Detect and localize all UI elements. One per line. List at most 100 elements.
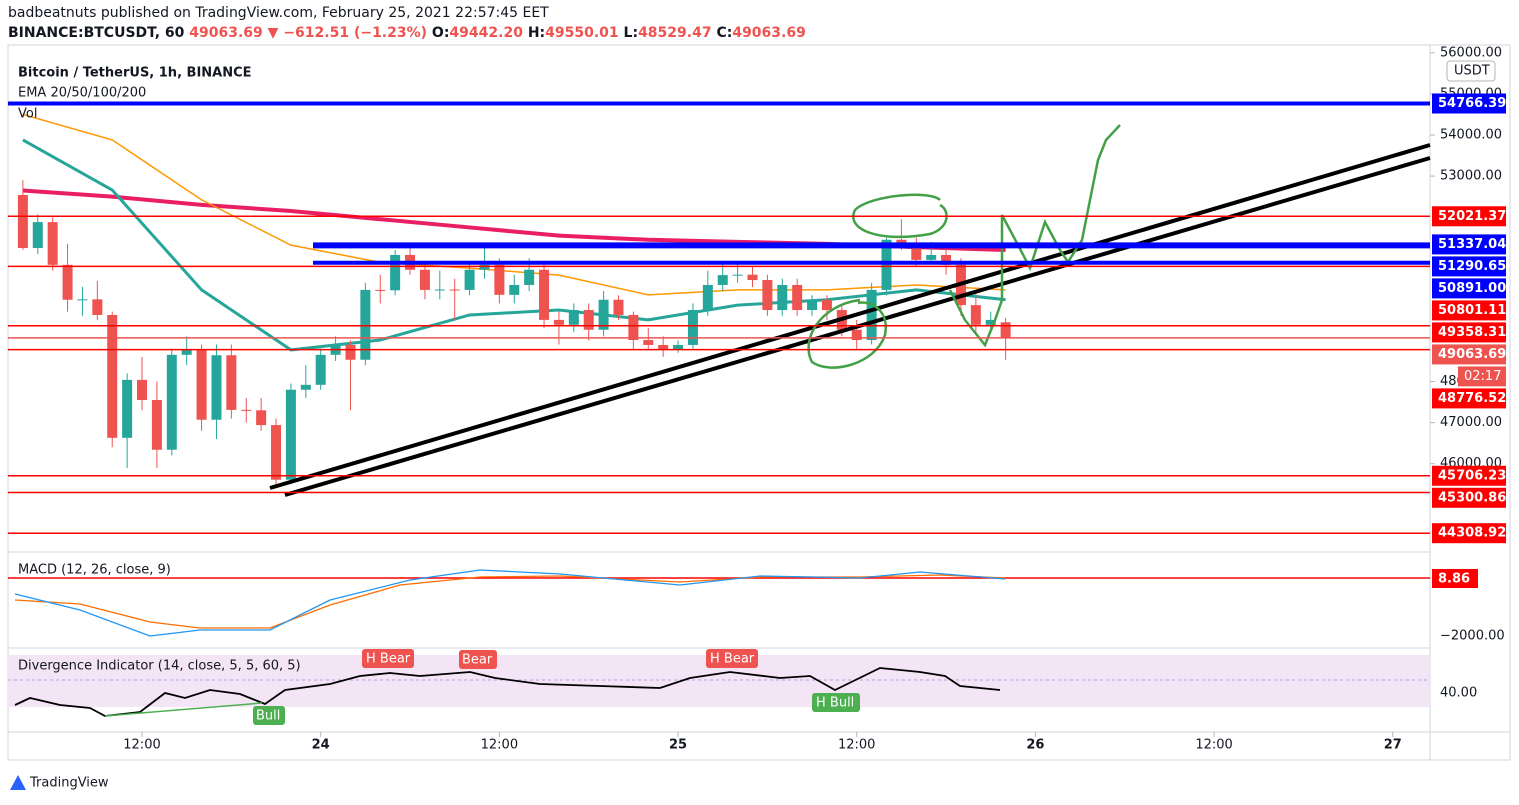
macd-value-bg (1432, 569, 1478, 588)
price-label: 45706.23 (1438, 468, 1506, 483)
candle-body (509, 284, 520, 295)
candle-body (137, 379, 148, 401)
price-label: 51337.04 (1438, 237, 1506, 252)
candle-body (970, 305, 981, 325)
candle-body (211, 355, 222, 420)
price-label-bg (1432, 93, 1506, 114)
x-tick-label: 26 (1026, 738, 1044, 753)
x-tick-label: 24 (312, 738, 330, 753)
price-label: 45300.86 (1438, 490, 1506, 505)
price-label-bg (1432, 388, 1506, 409)
price-label: 50891.00 (1438, 281, 1506, 296)
candle-body (17, 194, 28, 248)
x-tick-label: 12:00 (481, 738, 518, 753)
price-label-bg (1432, 465, 1506, 486)
candle-body (360, 289, 371, 360)
candle-body (583, 310, 594, 330)
candle-body (687, 310, 698, 345)
candle-body (777, 284, 788, 311)
div-legend: Divergence Indicator (14, close, 5, 5, 6… (18, 659, 301, 674)
h: 49550.01 (545, 25, 619, 41)
macd-line (14, 569, 1006, 637)
h-label: H: (527, 25, 546, 41)
candle-body (598, 299, 609, 330)
price-label: 51290.65 (1438, 259, 1506, 274)
candle-body (702, 284, 713, 311)
candle-body (434, 289, 445, 291)
candle-body (107, 314, 118, 438)
price-label: 48776.52 (1438, 391, 1506, 406)
candle-body (375, 289, 386, 291)
publisher: badbeatnuts published on TradingView.com… (8, 5, 549, 21)
price-label: 50801.11 (1438, 303, 1506, 318)
macd-value: 8.86 (1438, 572, 1470, 587)
c: 49063.69 (732, 25, 806, 41)
trendline (284, 156, 1431, 497)
candle-body (32, 222, 43, 248)
div-tick: 40.00 (1440, 686, 1477, 701)
candle-body (732, 274, 743, 276)
trendline (269, 143, 1431, 490)
candle-body (271, 425, 282, 480)
candle-body (300, 384, 311, 390)
candle-body (166, 354, 177, 450)
price-label: 52021.37 (1438, 209, 1506, 224)
ema-line (22, 138, 1006, 352)
candle-body (911, 245, 922, 260)
x-tick-label: 12:00 (123, 738, 160, 753)
div-tag-bg (253, 706, 285, 725)
candle-body (241, 409, 252, 411)
candle-body (658, 344, 669, 350)
x-tick-label: 25 (669, 738, 687, 753)
candle-body (47, 222, 58, 265)
candle-body (494, 264, 505, 295)
candle-body (717, 275, 728, 285)
candle-body (628, 314, 639, 341)
logo (10, 775, 26, 790)
price-label-bg (1432, 344, 1506, 365)
candle-body (181, 349, 192, 355)
change: −612.51 (−1.23%) (283, 25, 428, 41)
candle-body (524, 269, 535, 285)
x-tick-label: 12:00 (1195, 738, 1232, 753)
div-tag-bg (706, 649, 758, 668)
currency-box (1446, 60, 1496, 82)
l-label: L: (623, 25, 639, 41)
y-tick-label: 53000.00 (1440, 169, 1502, 184)
ema-line (22, 113, 1006, 296)
div-line (14, 667, 1001, 717)
ema-legend: EMA 20/50/100/200 (18, 86, 146, 101)
div-tag: Bear (462, 653, 493, 668)
last: 49063.69 (189, 25, 263, 41)
candle-body (851, 329, 862, 341)
l: 48529.47 (638, 25, 712, 41)
div-tag-bg (812, 693, 860, 712)
candle-body (92, 299, 103, 315)
candle-body (866, 289, 877, 341)
candle-body (792, 284, 803, 311)
candle-body (285, 389, 296, 480)
brand: TradingView (29, 776, 109, 791)
candle-body (762, 280, 773, 311)
drawing (852, 193, 948, 239)
div-tag: H Bear (710, 652, 755, 667)
price-label-bg (1432, 278, 1506, 299)
div-tag-bg (459, 650, 497, 669)
ohlc-line: BINANCE:BTCUSDT, 60 49063.69 ▼ −612.51 (… (8, 25, 806, 41)
div-tag-bg (362, 649, 414, 668)
vol-legend: Vol (18, 107, 37, 122)
countdown: 02:17 (1464, 369, 1501, 384)
candle-body (419, 269, 430, 290)
candle-body (256, 410, 267, 426)
candle-body (479, 264, 490, 270)
candle-body (643, 340, 654, 345)
price-label: 44308.92 (1438, 526, 1506, 541)
candle-body (62, 264, 73, 300)
symbol: BINANCE:BTCUSDT, 60 (8, 25, 185, 41)
price-label-bg (1432, 487, 1506, 508)
price-label-bg (1432, 256, 1506, 277)
price-label: 49063.69 (1438, 347, 1506, 362)
div-tag: H Bear (366, 652, 411, 667)
